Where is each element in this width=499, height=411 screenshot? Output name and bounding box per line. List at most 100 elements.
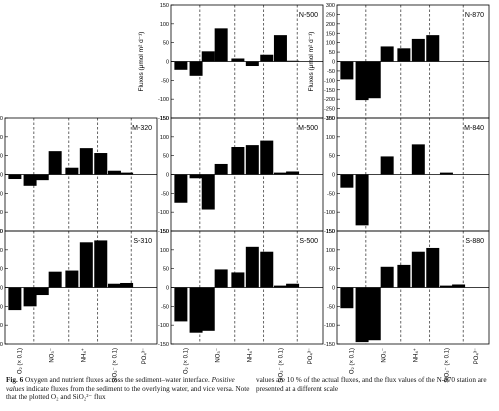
bar <box>189 174 203 179</box>
x-category-label: NH₄⁺ <box>246 348 253 362</box>
bar <box>214 269 228 288</box>
bar <box>245 61 259 67</box>
y-tick-label: -300 <box>324 116 335 122</box>
y-tick-label: -250 <box>324 107 335 113</box>
bar <box>452 284 466 288</box>
y-tick-label: -50 <box>327 191 335 197</box>
bar <box>439 285 453 288</box>
panel-s-880: -150 -100 -50 0 50 100 150 S-880 <box>324 229 490 348</box>
bar <box>214 163 228 175</box>
bar <box>23 174 37 186</box>
figure-caption: Fig. 6 Oxygen and nutrient fluxes across… <box>6 376 252 402</box>
bar <box>201 287 215 331</box>
panel-s-500: -150 -100 -50 0 50 100 150 S-500 <box>158 229 324 348</box>
bar <box>380 46 394 62</box>
bar <box>340 61 354 80</box>
y-tick-label: 150 <box>160 229 169 235</box>
x-category-label: PO₄³⁻ <box>308 348 314 364</box>
station-label: S-310 <box>133 238 152 245</box>
y-tick-label: -100 <box>158 323 169 329</box>
y-tick-label: 50 <box>0 154 3 160</box>
panel-n-500: -150 -100 -50 0 50 100 150 N-500 Fluxes (μmol m²… <box>138 3 324 122</box>
bar <box>174 61 188 70</box>
bar <box>231 147 245 175</box>
caption-line2: indicate fluxes from the sediment to the… <box>6 384 250 402</box>
station-label: M-840 <box>464 125 484 132</box>
x-category-label: O₂ (× 0.1) <box>183 348 189 374</box>
bar <box>65 270 79 288</box>
bar <box>79 242 93 288</box>
x-category-label: PO₄³⁻ <box>474 348 480 364</box>
y-tick-label: -100 <box>158 97 169 103</box>
bar <box>426 35 440 62</box>
bar <box>367 287 381 341</box>
y-tick-label: -150 <box>158 342 169 348</box>
panel-m-500: -150 -100 -50 0 50 100 150 M-500 <box>158 116 324 235</box>
y-tick-label: -50 <box>161 78 169 84</box>
bar <box>380 156 394 175</box>
station-label: N-870 <box>465 12 484 19</box>
bar <box>273 285 287 288</box>
station-label: S-880 <box>465 238 484 245</box>
y-tick-label: 250 <box>326 12 335 18</box>
bar <box>380 266 394 288</box>
y-tick-label: 0 <box>0 173 3 179</box>
bar <box>411 38 425 62</box>
station-label: N-500 <box>299 12 318 19</box>
y-tick-label: 150 <box>326 116 335 122</box>
bar <box>23 287 37 307</box>
x-category-label: NH₄⁺ <box>412 348 419 362</box>
bar <box>8 174 22 180</box>
y-tick-label: 100 <box>0 135 3 141</box>
bar <box>8 287 22 311</box>
y-tick-label: 50 <box>163 41 169 47</box>
y-tick-label: -100 <box>0 210 3 216</box>
bar <box>286 60 300 62</box>
y-tick-label: 300 <box>326 3 335 9</box>
bar <box>245 246 259 288</box>
bar <box>94 153 108 175</box>
bar <box>273 35 287 62</box>
bar <box>286 283 300 288</box>
station-label: S-500 <box>299 238 318 245</box>
y-tick-label: -150 <box>324 229 335 235</box>
caption-line1: Oxygen and nutrient fluxes across the se… <box>24 376 210 384</box>
y-tick-label: -50 <box>327 304 335 310</box>
y-tick-label: 0 <box>332 286 335 292</box>
y-tick-label: -200 <box>324 97 335 103</box>
y-tick-label: 50 <box>163 267 169 273</box>
bar <box>355 61 369 101</box>
y-tick-label: -100 <box>324 78 335 84</box>
y-tick-label: 100 <box>326 41 335 47</box>
bar <box>107 283 121 288</box>
y-tick-label: 0 <box>332 60 335 66</box>
x-category-label: SiO₂⁻ (× 0.1) <box>112 348 118 383</box>
station-label: M-500 <box>298 125 318 132</box>
bar <box>189 287 203 333</box>
bar <box>201 51 215 62</box>
bar <box>355 287 369 343</box>
y-tick-label: 150 <box>160 116 169 122</box>
x-category-label: O₂ (× 0.1) <box>17 348 23 374</box>
y-tick-label: 150 <box>326 31 335 37</box>
bar <box>214 28 228 62</box>
y-tick-label: -150 <box>324 342 335 348</box>
y-tick-label: 100 <box>0 248 3 254</box>
bar <box>189 61 203 76</box>
y-axis-title: Fluxes (μmol m² d⁻¹) <box>308 32 315 92</box>
y-tick-label: -100 <box>158 210 169 216</box>
caption-italic: Positive values <box>6 376 235 393</box>
bar <box>120 172 134 175</box>
bar <box>48 271 62 288</box>
y-tick-label: 100 <box>326 248 335 254</box>
y-tick-label: -50 <box>327 69 335 75</box>
y-tick-label: 100 <box>326 135 335 141</box>
x-category-label: NO₃⁻ <box>381 348 387 363</box>
y-tick-label: -150 <box>158 229 169 235</box>
y-tick-label: -150 <box>324 88 335 94</box>
x-category-label: O₂ (× 0.1) <box>349 348 355 374</box>
y-tick-label: 50 <box>0 267 3 273</box>
